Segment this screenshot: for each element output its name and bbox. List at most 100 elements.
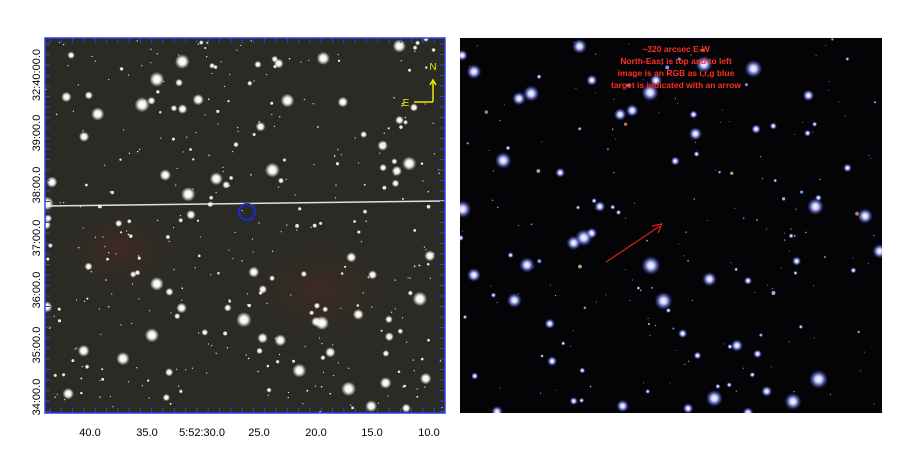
star bbox=[624, 217, 626, 219]
star bbox=[165, 287, 174, 296]
star bbox=[423, 38, 429, 42]
star bbox=[677, 243, 679, 245]
star bbox=[340, 307, 342, 309]
star bbox=[286, 224, 288, 226]
star bbox=[322, 306, 329, 313]
star bbox=[693, 351, 702, 360]
star bbox=[660, 63, 662, 65]
star bbox=[258, 222, 260, 224]
star bbox=[104, 279, 107, 281]
star bbox=[730, 339, 744, 352]
star bbox=[248, 266, 260, 278]
annotation-line: North-East is top and to left bbox=[620, 56, 732, 66]
star bbox=[97, 204, 102, 209]
star bbox=[111, 293, 113, 295]
star bbox=[578, 397, 585, 404]
star bbox=[192, 94, 204, 106]
star bbox=[838, 101, 840, 103]
star bbox=[723, 343, 725, 345]
star bbox=[403, 119, 409, 125]
star bbox=[734, 208, 736, 210]
star bbox=[812, 131, 814, 133]
star bbox=[575, 205, 581, 210]
star bbox=[813, 285, 815, 287]
star bbox=[228, 175, 234, 181]
star bbox=[519, 257, 535, 273]
star bbox=[771, 290, 776, 295]
star bbox=[222, 166, 224, 168]
star bbox=[589, 385, 592, 388]
star bbox=[303, 98, 305, 101]
star bbox=[197, 254, 201, 258]
star bbox=[275, 359, 280, 364]
star bbox=[250, 40, 252, 42]
star bbox=[572, 38, 587, 54]
star bbox=[402, 156, 417, 171]
x-axis-label: 10.0 bbox=[418, 427, 439, 439]
star bbox=[721, 109, 723, 111]
star bbox=[177, 104, 188, 114]
star bbox=[404, 116, 407, 119]
star bbox=[162, 393, 171, 402]
star bbox=[416, 388, 418, 390]
star bbox=[266, 364, 270, 368]
star bbox=[71, 359, 75, 363]
star bbox=[181, 187, 196, 202]
star bbox=[115, 219, 123, 228]
star bbox=[743, 276, 753, 285]
star bbox=[197, 332, 200, 334]
star bbox=[439, 360, 442, 362]
star bbox=[83, 300, 86, 303]
star bbox=[642, 79, 644, 81]
star bbox=[870, 157, 872, 159]
star bbox=[81, 365, 83, 368]
star bbox=[751, 124, 761, 134]
star bbox=[377, 402, 380, 404]
star bbox=[306, 389, 309, 392]
star bbox=[387, 395, 389, 397]
star bbox=[282, 158, 287, 163]
star bbox=[208, 154, 210, 157]
star bbox=[119, 158, 122, 161]
star bbox=[136, 150, 139, 153]
star bbox=[210, 274, 212, 276]
star bbox=[569, 396, 578, 406]
star bbox=[59, 202, 61, 204]
star bbox=[171, 137, 175, 141]
star bbox=[499, 120, 501, 122]
star bbox=[277, 177, 284, 184]
star bbox=[271, 113, 273, 116]
star bbox=[707, 219, 709, 221]
star bbox=[413, 370, 415, 372]
star bbox=[517, 224, 519, 227]
star bbox=[112, 406, 114, 408]
star bbox=[62, 387, 74, 400]
compass bbox=[414, 78, 437, 103]
x-axis-label: 15.0 bbox=[361, 427, 382, 439]
star bbox=[754, 291, 756, 294]
star bbox=[103, 164, 106, 166]
star bbox=[253, 80, 255, 82]
star bbox=[215, 191, 217, 194]
star bbox=[371, 306, 373, 308]
star bbox=[67, 51, 75, 59]
star bbox=[84, 91, 93, 100]
star bbox=[274, 334, 287, 347]
star bbox=[295, 224, 299, 228]
star bbox=[232, 257, 234, 260]
star bbox=[192, 188, 194, 190]
star bbox=[321, 342, 323, 345]
star bbox=[176, 167, 178, 169]
star bbox=[423, 246, 426, 248]
star bbox=[75, 299, 78, 301]
star bbox=[382, 350, 390, 357]
star bbox=[296, 229, 298, 231]
star bbox=[266, 387, 272, 393]
star bbox=[690, 54, 692, 56]
star bbox=[74, 348, 76, 350]
star bbox=[572, 330, 574, 332]
star bbox=[393, 96, 395, 99]
star bbox=[108, 78, 110, 81]
star bbox=[674, 97, 677, 100]
star bbox=[784, 392, 802, 410]
